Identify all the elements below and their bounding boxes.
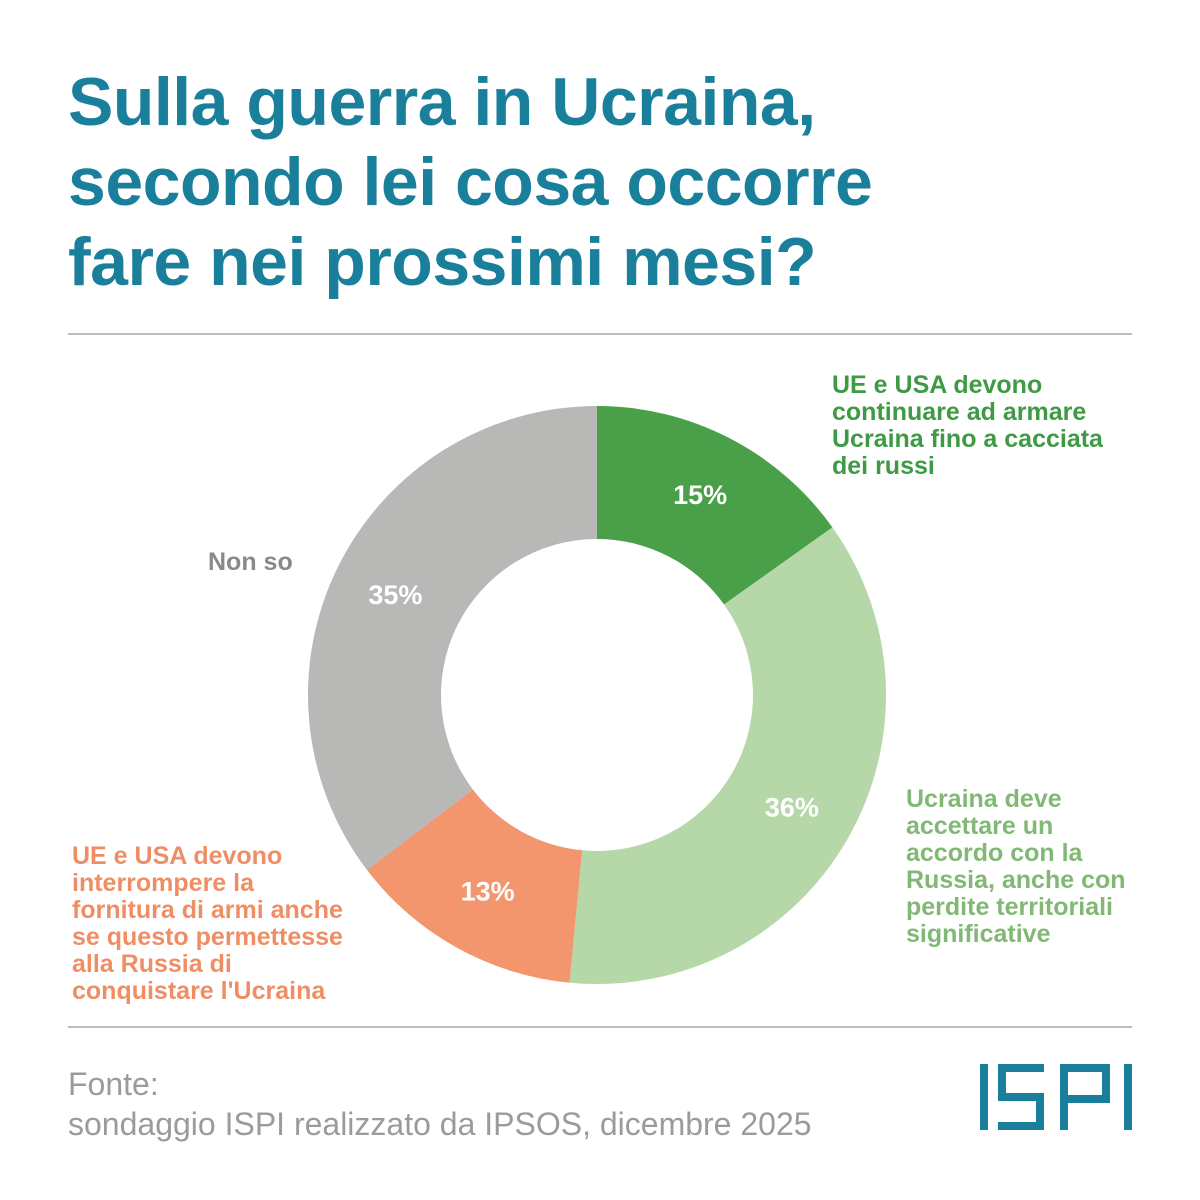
donut-slice-lightgreen — [569, 527, 887, 985]
category-line: Ucraina deve — [906, 785, 1062, 813]
category-line: fornitura di armi anche — [72, 896, 343, 924]
category-line: perdite territoriali — [906, 893, 1113, 921]
source-note: Fonte: sondaggio ISPI realizzato da IPSO… — [68, 1064, 812, 1144]
category-line: UE e USA devono — [832, 371, 1043, 399]
category-line: Ucraina fino a cacciata — [832, 425, 1103, 453]
title-line-1: Sulla guerra in Ucraina, — [68, 64, 816, 140]
top-divider — [68, 333, 1132, 335]
category-line: alla Russia di — [72, 950, 232, 978]
logo-letter-s — [998, 1064, 1044, 1130]
bottom-divider — [68, 1026, 1132, 1028]
donut-slice-grey — [308, 406, 597, 871]
donut-slices — [308, 406, 887, 985]
category-line: dei russi — [832, 452, 935, 480]
source-line-1: Fonte: — [68, 1066, 159, 1102]
category-line: conquistare l'Ucraina — [72, 977, 326, 1005]
title-line-2: secondo lei cosa occorre — [68, 144, 873, 220]
category-line: significative — [906, 920, 1051, 948]
category-line: interrompere la — [72, 869, 255, 897]
source-line-2: sondaggio ISPI realizzato da IPSOS, dice… — [68, 1106, 812, 1142]
category-label-accept-agreement: Ucraina deve accettare un accordo con la… — [906, 786, 1126, 948]
donut-slice-labels: 15% 36% 13% 35% — [368, 480, 819, 907]
category-line: accettare un — [906, 812, 1054, 840]
category-line: Non so — [208, 548, 293, 576]
category-line: accordo con la — [906, 839, 1083, 867]
slice-value-label-lightgreen: 36% — [765, 793, 819, 823]
ispi-logo — [980, 1064, 1132, 1130]
category-label-stop-arms: UE e USA devono interrompere la fornitur… — [72, 843, 343, 1005]
category-line: se questo permettesse — [72, 923, 343, 951]
slice-value-label-grey: 35% — [368, 580, 422, 610]
category-label-continue-arming: UE e USA devono continuare ad armare Ucr… — [832, 372, 1103, 480]
donut-slice-green — [597, 406, 833, 605]
category-line: Russia, anche con — [906, 866, 1126, 894]
logo-letter-p — [1060, 1064, 1110, 1130]
category-line: continuare ad armare — [832, 398, 1087, 426]
category-label-dont-know: Non so — [208, 549, 293, 576]
donut-slice-orange — [367, 789, 583, 983]
title-line-3: fare nei prossimi mesi? — [68, 224, 817, 300]
category-line: UE e USA devono — [72, 842, 283, 870]
slice-value-label-green: 15% — [673, 480, 727, 510]
page-title: Sulla guerra in Ucraina, secondo lei cos… — [68, 62, 1148, 302]
slice-value-label-orange: 13% — [461, 877, 515, 907]
